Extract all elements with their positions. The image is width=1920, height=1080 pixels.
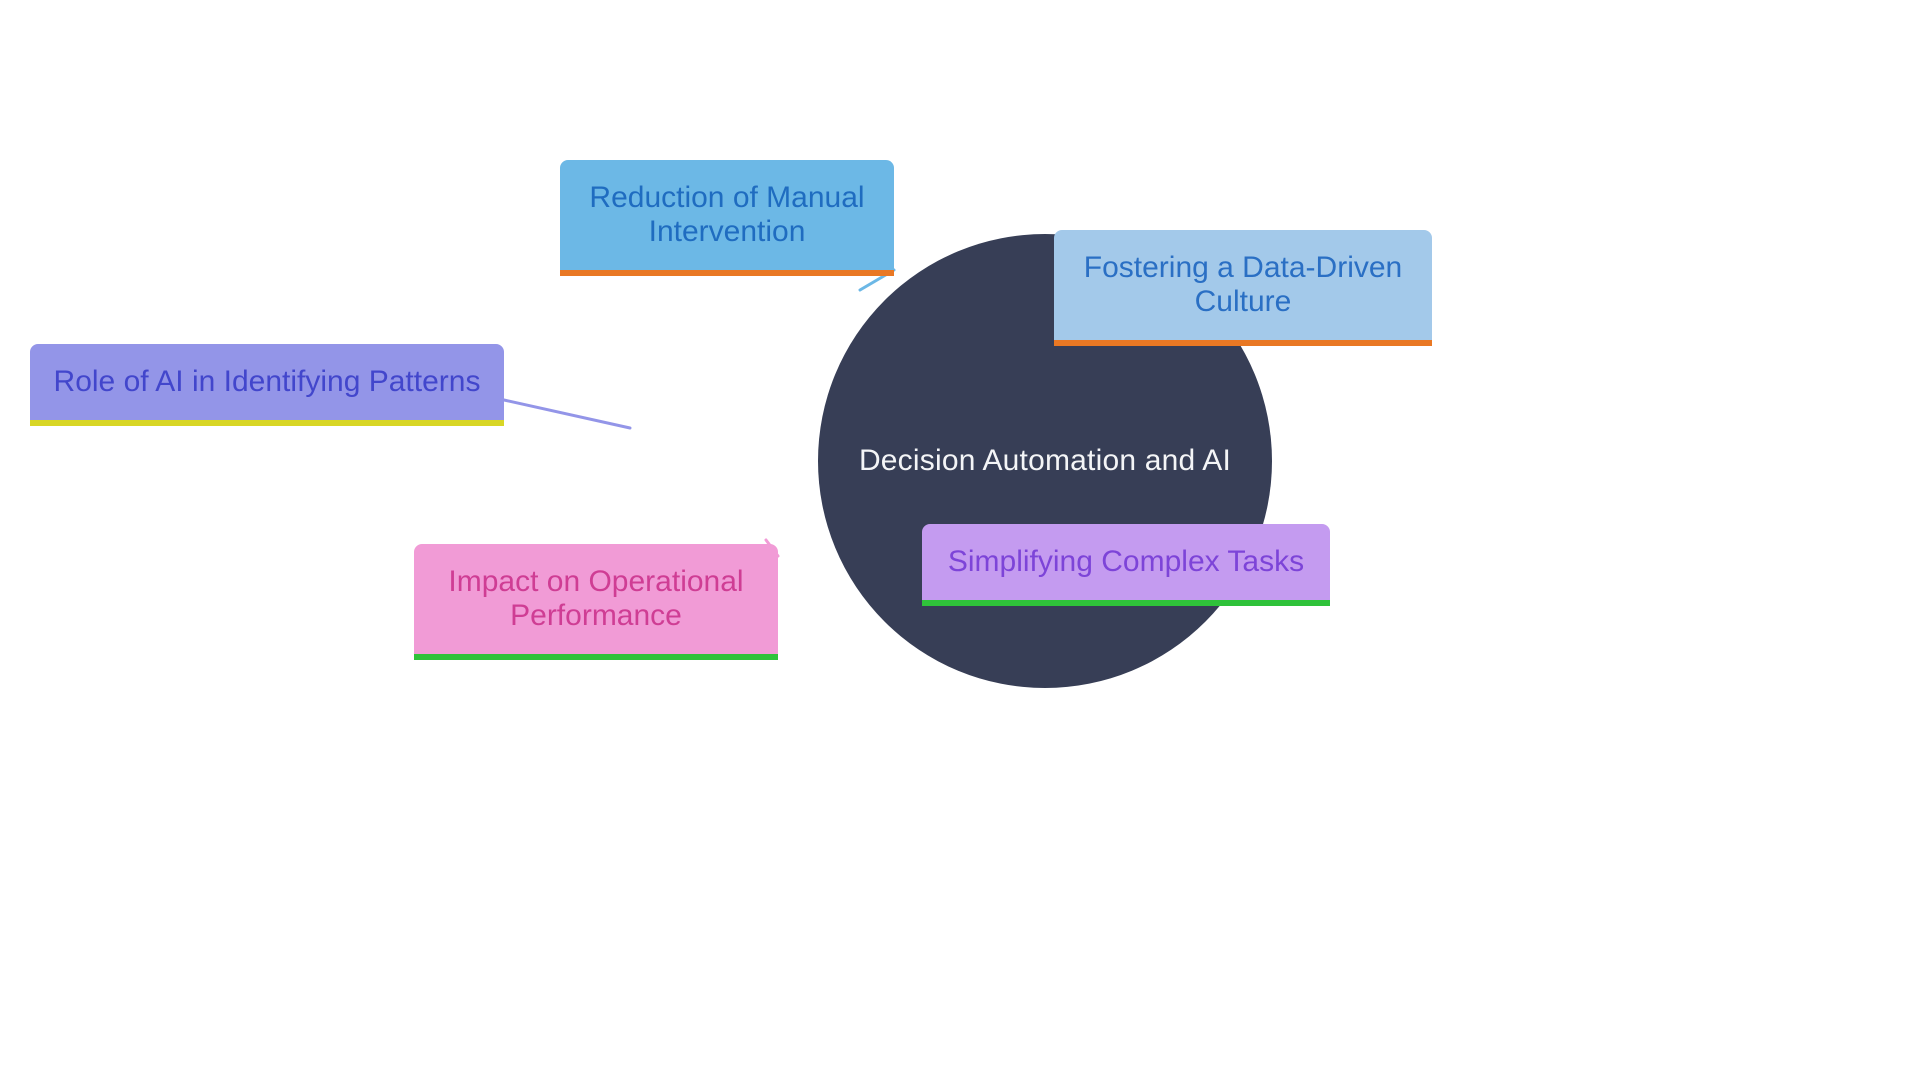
node-simplifying: Simplifying Complex Tasks bbox=[922, 524, 1330, 600]
node-label: Simplifying Complex Tasks bbox=[948, 545, 1304, 580]
node-fostering: Fostering a Data-Driven Culture bbox=[1054, 230, 1432, 340]
center-label: Decision Automation and AI bbox=[859, 444, 1231, 478]
mindmap-canvas: Decision Automation and AI Reduction of … bbox=[0, 0, 1920, 1080]
node-role: Role of AI in Identifying Patterns bbox=[30, 344, 504, 420]
node-label: Reduction of Manual Intervention bbox=[582, 181, 872, 250]
node-label: Fostering a Data-Driven Culture bbox=[1076, 251, 1410, 320]
node-label: Impact on Operational Performance bbox=[436, 565, 756, 634]
node-label: Role of AI in Identifying Patterns bbox=[54, 365, 481, 400]
node-impact: Impact on Operational Performance bbox=[414, 544, 778, 654]
node-reduction: Reduction of Manual Intervention bbox=[560, 160, 894, 270]
